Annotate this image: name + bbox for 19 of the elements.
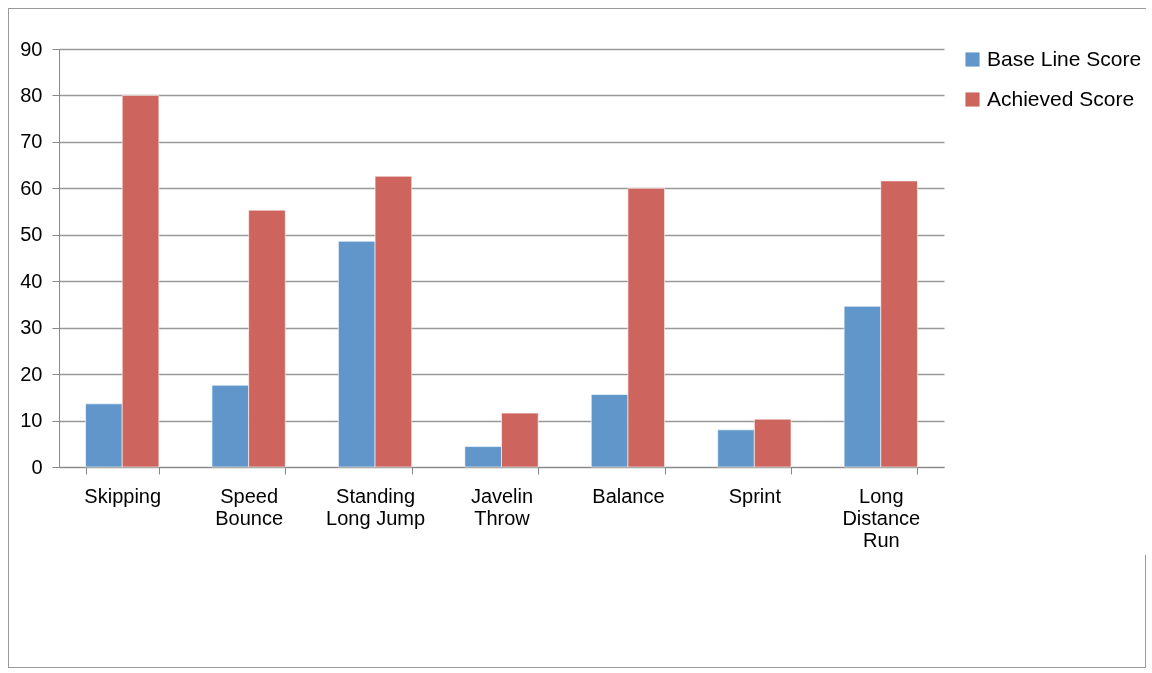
x-tick-label: Speed Bounce [215, 484, 284, 529]
x-tick-label: Standing Long Jump [326, 484, 426, 529]
legend-label: Achieved Score [987, 86, 1135, 110]
y-tick-label: 30 [20, 316, 43, 339]
y-tick-label: 40 [20, 269, 43, 292]
x-tick-label: Long Distance Run [842, 484, 921, 551]
x-tick-label: Balance [592, 484, 665, 507]
y-tick-label: 90 [20, 37, 43, 60]
x-tick-label: Javelin Throw [470, 484, 534, 529]
y-tick-label: 80 [20, 83, 43, 106]
y-tick-label: 10 [20, 409, 43, 432]
legend-label: Base Line Score [987, 46, 1142, 70]
x-tick-label: Skipping [84, 484, 162, 507]
y-tick-label: 20 [20, 362, 43, 385]
x-tick-label: Sprint [728, 484, 782, 507]
y-tick-label: 0 [31, 455, 43, 478]
y-tick-label: 60 [20, 176, 43, 199]
y-tick-label: 50 [20, 223, 43, 246]
y-tick-label: 70 [20, 130, 43, 153]
